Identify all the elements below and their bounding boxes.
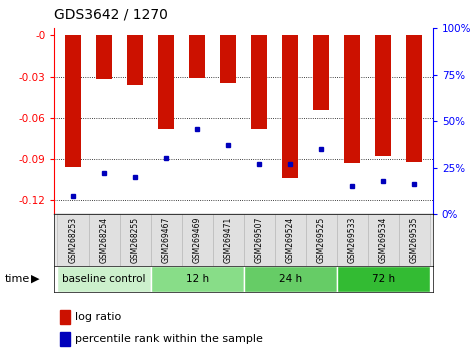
Bar <box>189 35 205 78</box>
Bar <box>244 214 275 266</box>
Bar <box>88 214 120 266</box>
Text: GSM269534: GSM269534 <box>379 217 388 263</box>
Text: baseline control: baseline control <box>62 274 146 284</box>
Bar <box>251 35 267 129</box>
Text: GSM269469: GSM269469 <box>193 217 201 263</box>
Bar <box>150 214 182 266</box>
Bar <box>212 214 244 266</box>
Bar <box>158 35 174 129</box>
Bar <box>337 266 429 292</box>
Bar <box>60 310 70 324</box>
Text: 12 h: 12 h <box>185 274 209 284</box>
Text: GSM268255: GSM268255 <box>131 217 140 263</box>
Bar <box>337 214 368 266</box>
Bar <box>275 214 306 266</box>
Bar <box>376 35 391 156</box>
Bar <box>399 214 429 266</box>
Bar <box>58 214 88 266</box>
Bar <box>244 266 337 292</box>
Text: GSM269471: GSM269471 <box>224 217 233 263</box>
Text: ▶: ▶ <box>31 274 39 284</box>
Text: GSM269535: GSM269535 <box>410 217 419 263</box>
Text: GSM269524: GSM269524 <box>286 217 295 263</box>
Text: GSM269507: GSM269507 <box>254 217 263 263</box>
Bar <box>182 214 212 266</box>
Text: GSM268253: GSM268253 <box>69 217 78 263</box>
Text: GSM269467: GSM269467 <box>162 217 171 263</box>
Bar <box>282 35 298 178</box>
Text: GSM269525: GSM269525 <box>316 217 325 263</box>
Bar <box>120 214 150 266</box>
Bar <box>60 332 70 346</box>
Bar <box>344 35 360 163</box>
Bar <box>306 214 337 266</box>
Bar <box>96 35 112 79</box>
Bar <box>65 35 81 167</box>
Text: GSM269533: GSM269533 <box>348 217 357 263</box>
Text: GSM268254: GSM268254 <box>99 217 108 263</box>
Bar <box>314 35 329 109</box>
Bar <box>58 266 150 292</box>
Bar <box>406 35 422 162</box>
Bar <box>150 266 244 292</box>
Text: 72 h: 72 h <box>372 274 395 284</box>
Bar <box>220 35 236 84</box>
Text: time: time <box>5 274 30 284</box>
Text: log ratio: log ratio <box>75 312 122 322</box>
Text: 24 h: 24 h <box>279 274 302 284</box>
Bar <box>368 214 399 266</box>
Text: GDS3642 / 1270: GDS3642 / 1270 <box>54 7 168 21</box>
Text: percentile rank within the sample: percentile rank within the sample <box>75 334 263 344</box>
Bar <box>127 35 143 85</box>
